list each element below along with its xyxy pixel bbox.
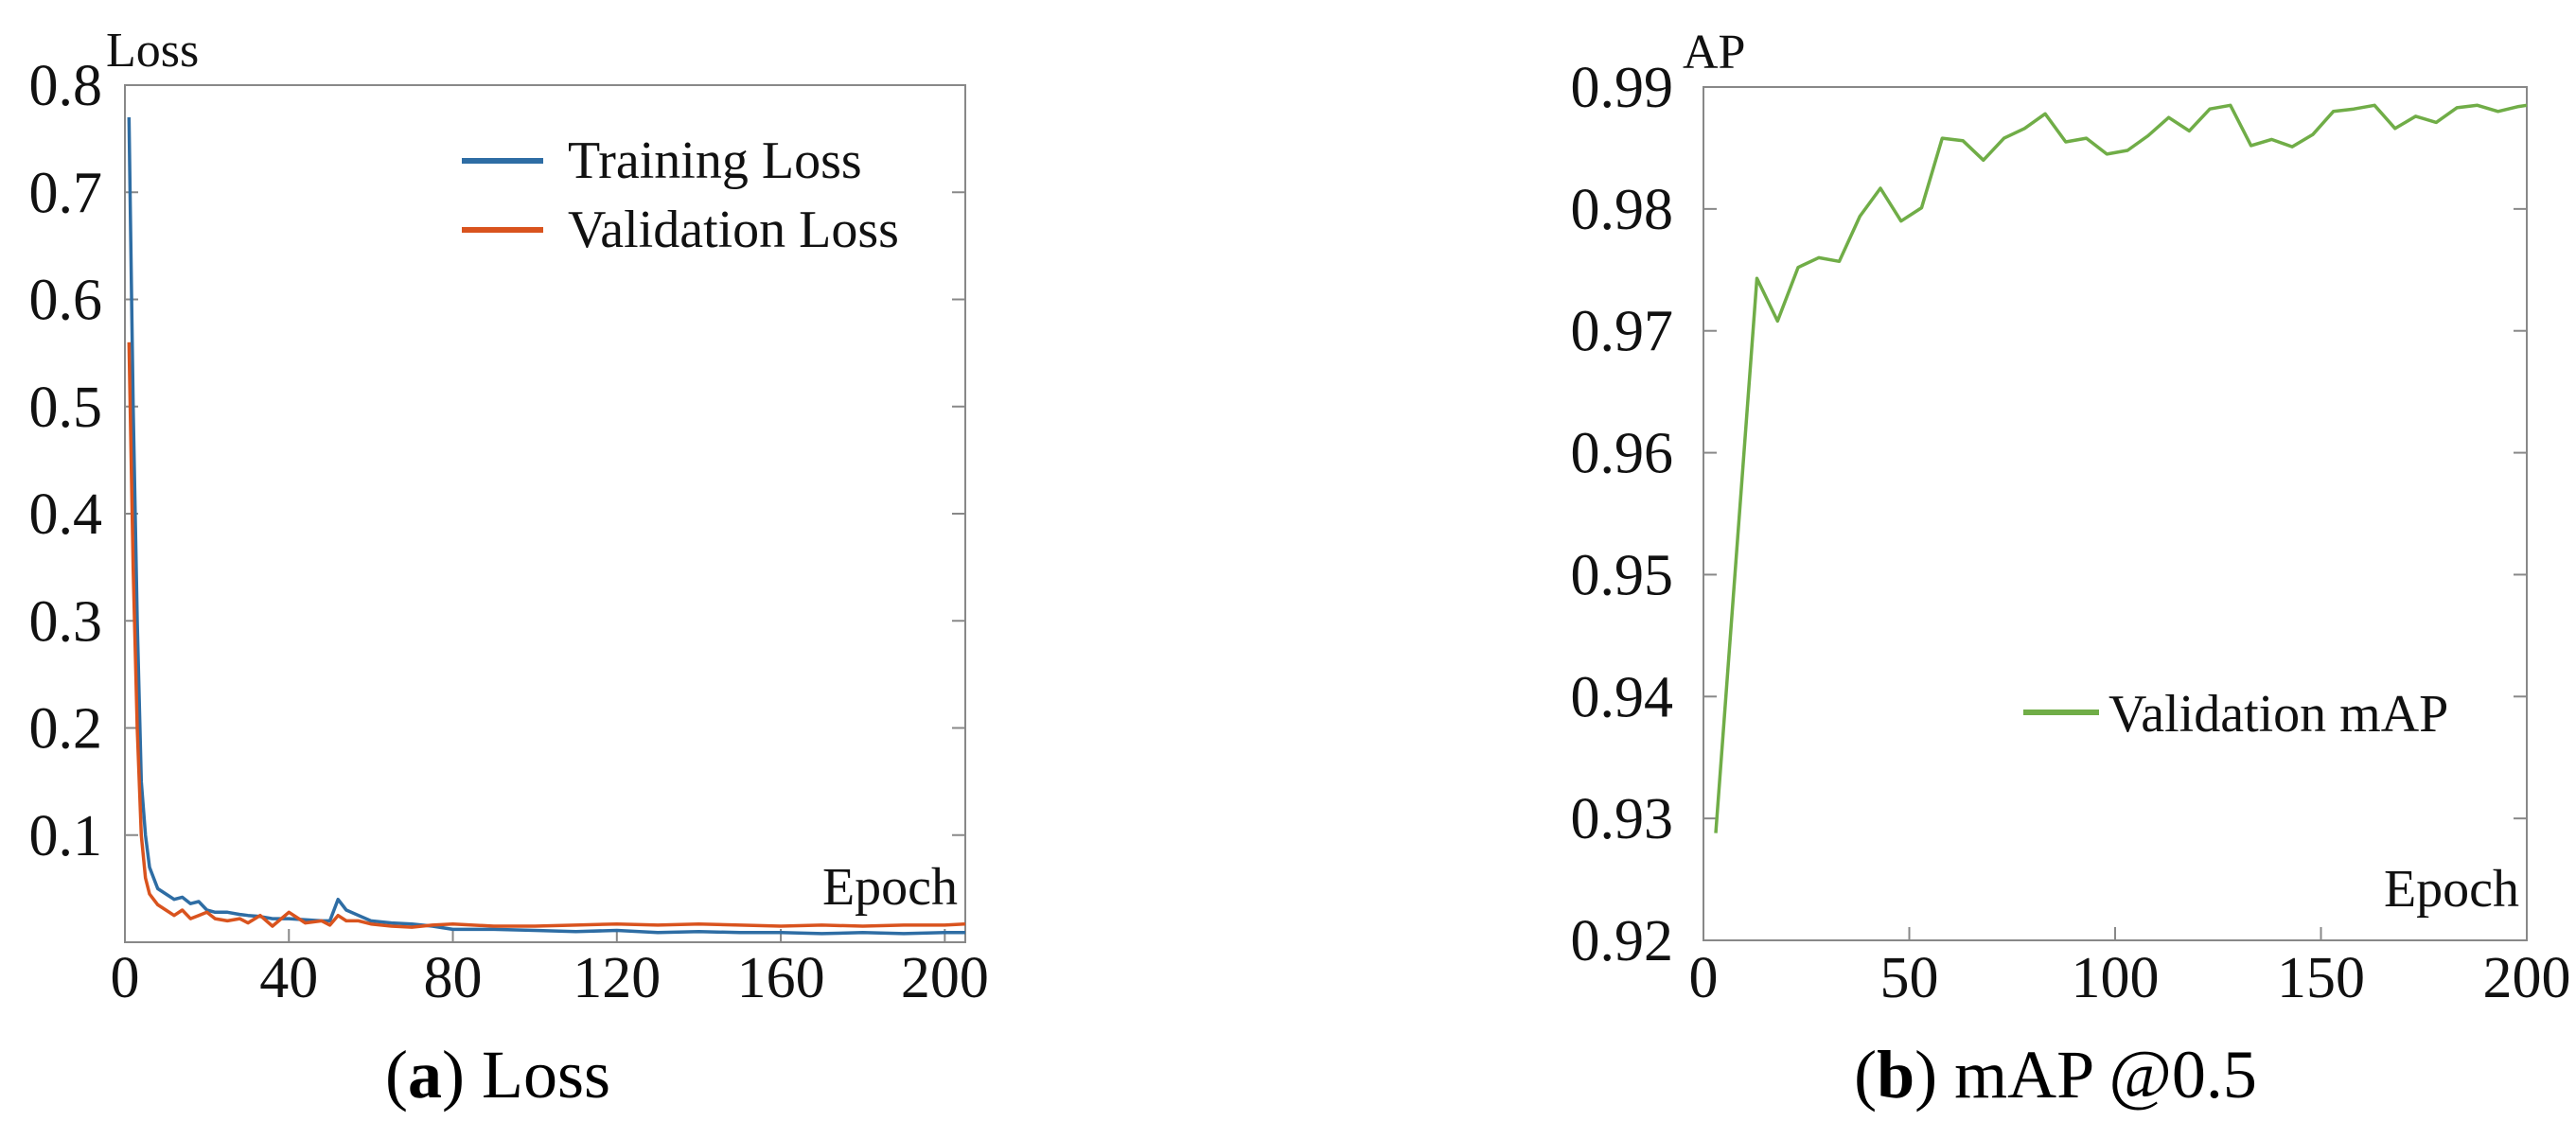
- map-caption-letter: b: [1877, 1037, 1914, 1113]
- loss-y-tick-label: 0.5: [29, 376, 103, 440]
- loss-y-tick-label: 0.3: [29, 589, 103, 654]
- map-x-axis-label: Epoch: [2384, 860, 2519, 919]
- map-y-tick-label: 0.98: [1571, 178, 1674, 242]
- map-series: [1714, 103, 2528, 833]
- map-y-axis: 0.92 0.93 0.94 0.95 0.96 0.97 0.98 0.99: [1571, 56, 2527, 973]
- map-y-tick-label: 0.93: [1571, 787, 1674, 851]
- loss-x-tick-label: 0: [111, 946, 140, 1010]
- loss-caption-letter: a: [408, 1037, 442, 1113]
- loss-y-tick-label: 0.8: [29, 54, 103, 118]
- legend-label-training-loss: Training Loss: [568, 131, 862, 190]
- map-y-axis-label: AP: [1683, 26, 1745, 79]
- map-x-axis: 0 50 100 150 200: [1689, 927, 2571, 1010]
- loss-y-axis-label: Loss: [106, 24, 199, 78]
- map-x-tick-label: 0: [1689, 946, 1719, 1010]
- loss-x-tick-label: 40: [259, 946, 318, 1010]
- loss-y-tick-label: 0.2: [29, 697, 103, 762]
- map-y-tick-label: 0.96: [1571, 422, 1674, 486]
- loss-y-axis: 0.1 0.2 0.3 0.4 0.5 0.6 0.7 0.8: [29, 54, 965, 868]
- legend-label-validation-loss: Validation Loss: [568, 201, 899, 259]
- loss-y-tick-label: 0.6: [29, 269, 103, 333]
- map-caption-text: mAP @0.5: [1954, 1037, 2257, 1113]
- loss-series: [127, 116, 966, 936]
- map-x-tick-label: 100: [2072, 946, 2160, 1010]
- map-x-tick-label: 50: [1880, 946, 1939, 1010]
- loss-chart: 0.10.20.30.40.50.60.70.8 0 40 80 120 160 200 …: [29, 24, 989, 1113]
- loss-x-tick-label: 160: [737, 946, 825, 1010]
- map-x-tick-label: 200: [2483, 946, 2571, 1010]
- map-chart: 0.92 0.93 0.94 0.95 0.96 0.97 0.98 0.99 0 50 100 1…: [1571, 26, 2571, 1113]
- map-y-tick-label: 0.95: [1571, 543, 1674, 607]
- map-legend: Validation mAP: [2023, 685, 2448, 744]
- loss-legend: Training Loss Validation Loss: [462, 131, 899, 259]
- loss-y-tick-label: 0.1: [29, 804, 103, 868]
- map-y-tick-label: 0.97: [1571, 300, 1674, 364]
- loss-caption-text: Loss: [482, 1037, 610, 1113]
- loss-x-axis-label: Epoch: [822, 858, 958, 917]
- loss-x-tick-label: 120: [573, 946, 661, 1010]
- legend-label-validation-map: Validation mAP: [2108, 685, 2448, 744]
- loss-x-tick-label: 200: [901, 946, 989, 1010]
- map-y-tick-label: 0.99: [1571, 56, 1674, 120]
- loss-y-tick-label: 0.7: [29, 161, 103, 225]
- loss-y-tick-label: 0.4: [29, 482, 103, 547]
- map-x-tick-label: 150: [2277, 946, 2365, 1010]
- map-plot-frame: [1703, 86, 2528, 941]
- map-caption: (b) mAP @0.5: [1854, 1037, 2257, 1113]
- map-series-line-validation-map: [1714, 103, 2528, 833]
- map-y-tick-label: 0.94: [1571, 665, 1674, 729]
- loss-series-line-validation-loss: [127, 342, 966, 929]
- loss-caption: (a) Loss: [385, 1037, 610, 1113]
- loss-x-tick-label: 80: [424, 946, 483, 1010]
- map-y-tick-label: 0.92: [1571, 909, 1674, 973]
- loss-x-axis: 0 40 80 120 160 200: [111, 929, 989, 1010]
